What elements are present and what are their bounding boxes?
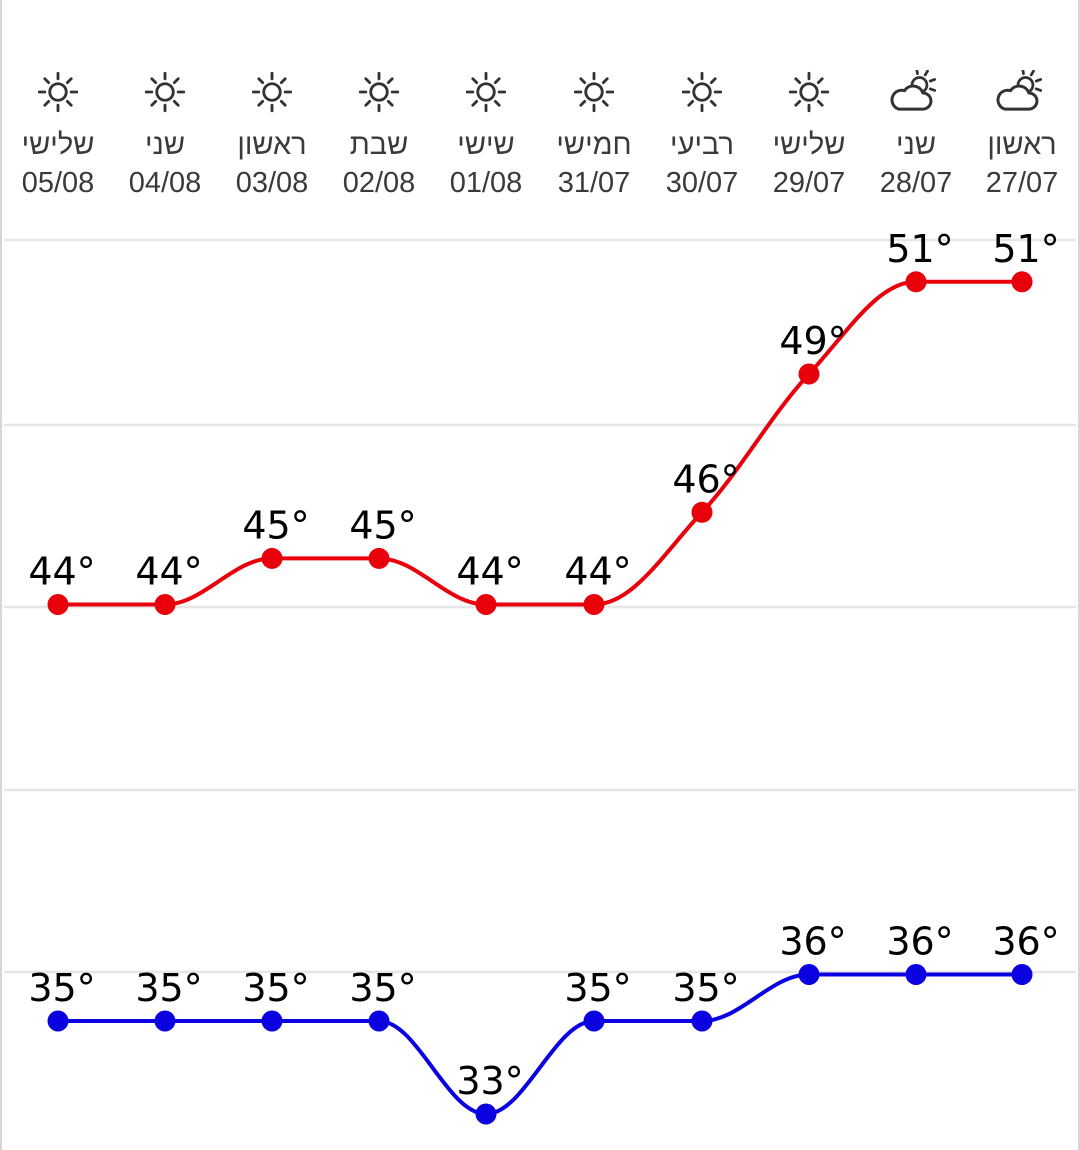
high-temp-point (1011, 271, 1033, 293)
low-temp-point (583, 1010, 605, 1032)
high-temp-point (905, 271, 927, 293)
low-temp-label: 36° (886, 920, 953, 964)
high-temp-label: 44° (135, 550, 202, 594)
day-name: חמישי (556, 129, 632, 161)
low-temp-point (47, 1010, 69, 1032)
day-date: 30/07 (665, 167, 739, 199)
high-temp-label: 44° (28, 550, 95, 594)
low-temp-line (56, 972, 1024, 1117)
day-date: 04/08 (128, 167, 202, 199)
day-name: ראשון (987, 129, 1057, 161)
day-name: שלישי (21, 129, 95, 161)
low-temp-point (691, 1010, 713, 1032)
low-temp-point (798, 964, 820, 985)
low-temp-point (905, 964, 927, 985)
day-header-row: שלישי 05/08 שני 04/08 ראשון 03/08 שבת 02/08 שישי… (0, 0, 1080, 230)
low-temp-label: 36° (779, 920, 846, 964)
day-name: שישי (457, 129, 515, 161)
day-date: 27/07 (985, 167, 1059, 199)
day-column: שלישי 05/08 (4, 70, 112, 202)
sun-icon (432, 70, 540, 126)
low-temp-label: 35° (564, 966, 631, 1010)
sun-icon (325, 70, 433, 126)
sun-icon (111, 70, 219, 126)
low-temp-label: 35° (135, 966, 202, 1010)
day-column: שני 28/07 (862, 70, 970, 202)
low-temp-label: 35° (349, 966, 416, 1010)
high-temp-point (798, 363, 820, 385)
low-temp-point (475, 1103, 497, 1125)
high-temp-label: 51° (886, 227, 953, 271)
sun-icon (540, 70, 648, 126)
low-temp-label: 33° (456, 1059, 523, 1103)
high-temp-label: 51° (992, 227, 1059, 271)
sun-icon (648, 70, 756, 126)
day-column: שני 04/08 (111, 70, 219, 202)
low-temp-label: 36° (992, 920, 1059, 964)
day-column: ראשון 03/08 (218, 70, 326, 202)
low-temp-label: 35° (28, 966, 95, 1010)
sun-icon (4, 70, 112, 126)
day-column: ראשון 27/07 (968, 70, 1076, 202)
day-column: שלישי 29/07 (755, 70, 863, 202)
low-temp-point (154, 1010, 176, 1032)
high-temp-point (475, 594, 497, 615)
day-name: שלישי (772, 129, 846, 161)
low-temp-point (1011, 964, 1033, 985)
day-name: רביעי (670, 129, 734, 161)
high-temp-label: 44° (456, 550, 523, 594)
day-date: 31/07 (557, 167, 631, 199)
high-temp-point (261, 547, 283, 569)
high-temp-point (691, 501, 713, 523)
partly-cloudy-icon (862, 70, 970, 126)
partly-cloudy-icon (968, 70, 1076, 126)
high-temp-label: 46° (672, 457, 739, 501)
day-date: 29/07 (772, 167, 846, 199)
low-temp-point (261, 1010, 283, 1032)
high-temp-point (368, 547, 390, 569)
day-date: 02/08 (342, 167, 416, 199)
day-name: ראשון (237, 129, 307, 161)
sun-icon (218, 70, 326, 126)
low-temp-point (368, 1010, 390, 1032)
day-name: שני (896, 129, 936, 161)
high-temp-point (47, 594, 69, 615)
high-temp-label: 45° (349, 503, 416, 547)
high-temp-label: 44° (564, 550, 631, 594)
low-temp-label: 35° (672, 966, 739, 1010)
day-name: שבת (349, 129, 409, 161)
day-column: חמישי 31/07 (540, 70, 648, 202)
high-temp-label: 45° (242, 503, 309, 547)
day-date: 03/08 (235, 167, 309, 199)
high-temp-point (154, 594, 176, 615)
day-name: שני (145, 129, 185, 161)
day-column: רביעי 30/07 (648, 70, 756, 202)
day-column: שישי 01/08 (432, 70, 540, 202)
high-temp-line (56, 279, 1024, 607)
low-temp-label: 35° (242, 966, 309, 1010)
day-date: 01/08 (449, 167, 523, 199)
day-date: 28/07 (879, 167, 953, 199)
day-date: 05/08 (21, 167, 95, 199)
sun-icon (755, 70, 863, 126)
high-temp-label: 49° (779, 319, 846, 363)
day-column: שבת 02/08 (325, 70, 433, 202)
high-temp-point (583, 594, 605, 615)
